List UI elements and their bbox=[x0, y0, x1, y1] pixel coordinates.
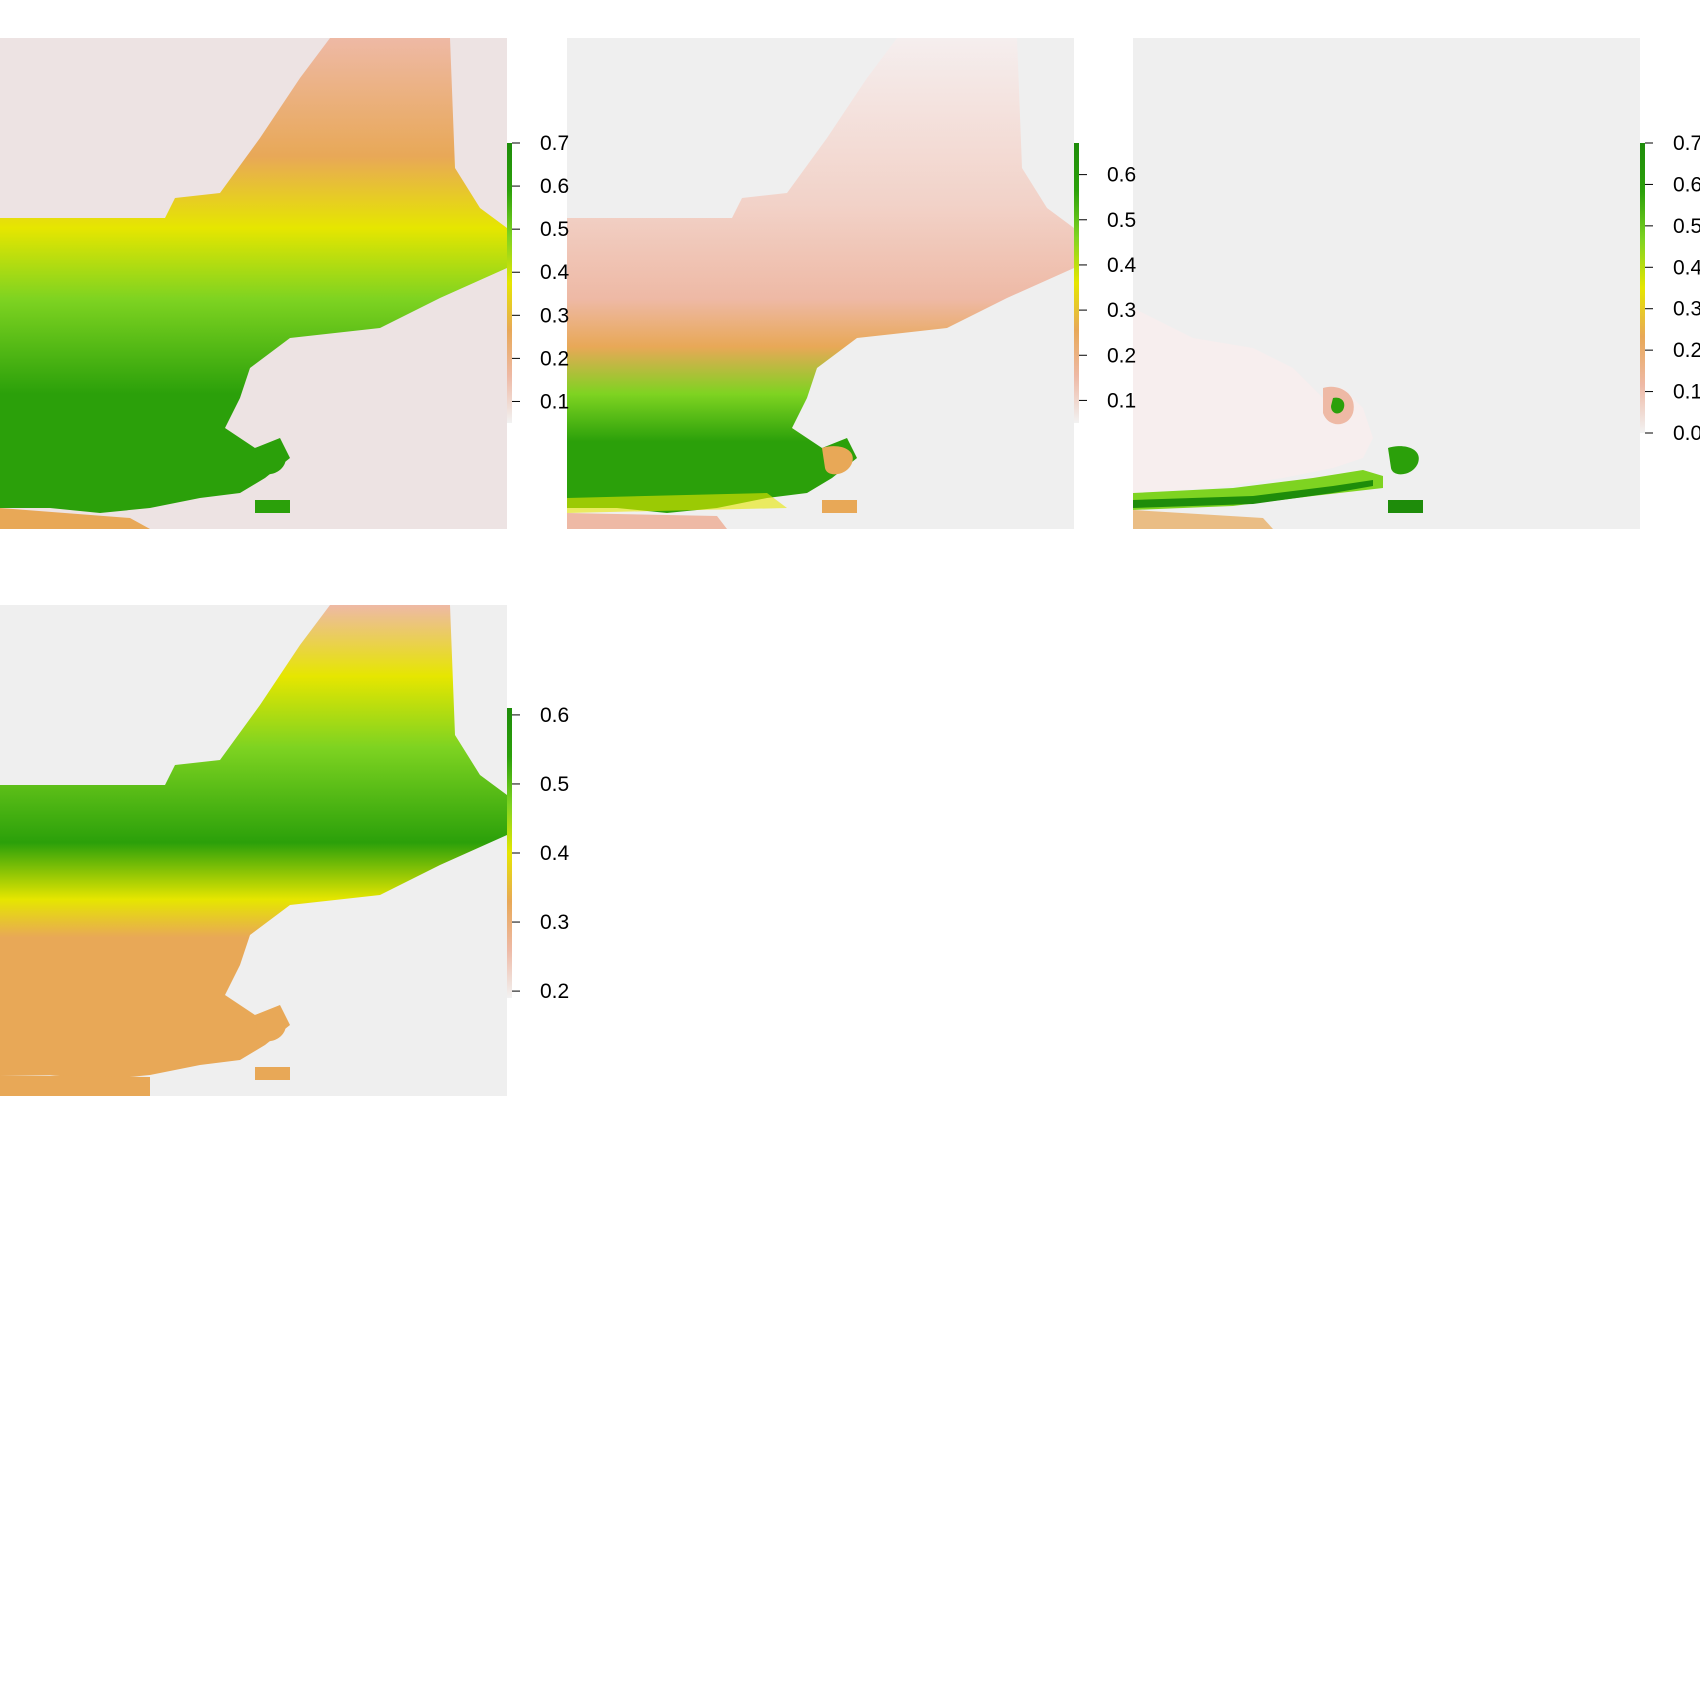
coast-strip bbox=[567, 493, 787, 513]
legend-tick-label: 0.3 bbox=[1107, 299, 1136, 322]
color-legend-3: 0.7 0.6 0.5 0.4 0.3 0.2 0.1 0.0 bbox=[1640, 132, 1700, 445]
coast-strip-lower bbox=[567, 513, 727, 529]
coast-strip bbox=[0, 1075, 150, 1096]
map-raster-2 bbox=[567, 38, 1074, 529]
coast-band-dark bbox=[1133, 480, 1373, 508]
map-panel-2 bbox=[567, 38, 1074, 529]
map-panel-4 bbox=[0, 605, 507, 1096]
map-raster-1 bbox=[0, 38, 507, 529]
legend-colorbar bbox=[1640, 143, 1645, 433]
island bbox=[255, 500, 290, 513]
map-panel-1 bbox=[0, 38, 507, 529]
legend-tick-label: 0.7 bbox=[1673, 132, 1700, 155]
legend-tick-label: 0.3 bbox=[1673, 298, 1700, 321]
land-region bbox=[0, 38, 507, 513]
legend-tick-label: 0.4 bbox=[1673, 256, 1700, 279]
legend-tick-label: 0.6 bbox=[1107, 164, 1136, 187]
legend-colorbar bbox=[1074, 143, 1079, 423]
legend-tick-label: 0.5 bbox=[540, 218, 569, 241]
legend-tick-label: 0.7 bbox=[540, 132, 569, 155]
color-legend-1: 0.7 0.6 0.5 0.4 0.3 0.2 0.1 bbox=[507, 132, 573, 430]
map-raster-4 bbox=[0, 605, 507, 1096]
legend-tick-label: 0.2 bbox=[540, 980, 569, 1003]
legend-tick-label: 0.6 bbox=[540, 175, 569, 198]
legend-svg-3: 0.7 0.6 0.5 0.4 0.3 0.2 0.1 0.0 bbox=[1640, 132, 1700, 445]
legend-tick-label: 0.4 bbox=[1107, 254, 1137, 277]
coast-strip-lower bbox=[1133, 510, 1273, 529]
cape-cod bbox=[255, 446, 286, 475]
legend-tick-label: 0.5 bbox=[1107, 209, 1136, 232]
legend-svg-1: 0.7 0.6 0.5 0.4 0.3 0.2 0.1 bbox=[507, 132, 570, 423]
legend-tick-label: 0.4 bbox=[540, 842, 570, 865]
land-region bbox=[567, 38, 1074, 513]
legend-tick-label: 0.2 bbox=[1673, 339, 1700, 362]
land-low-region bbox=[1133, 308, 1373, 493]
color-legend-2: 0.6 0.5 0.4 0.3 0.2 0.1 bbox=[1074, 140, 1140, 430]
legend-tick-label: 0.3 bbox=[540, 911, 569, 934]
cape-cod bbox=[822, 446, 853, 475]
cape-cod bbox=[1388, 446, 1419, 475]
legend-tick-label: 0.1 bbox=[1107, 389, 1136, 412]
legend-tick-label: 0.6 bbox=[540, 704, 569, 727]
legend-tick-label: 0.5 bbox=[540, 773, 569, 796]
legend-tick-label: 0.1 bbox=[1673, 381, 1700, 404]
map-panel-3 bbox=[1133, 38, 1640, 529]
island bbox=[822, 500, 857, 513]
legend-tick-label: 0.1 bbox=[540, 390, 569, 413]
legend-colorbar bbox=[507, 708, 512, 998]
legend-tick-label: 0.4 bbox=[540, 261, 570, 284]
cape-cod bbox=[255, 1013, 286, 1042]
land-region bbox=[0, 605, 507, 1080]
color-legend-4: 0.6 0.5 0.4 0.3 0.2 bbox=[507, 704, 573, 1005]
legend-colorbar bbox=[507, 143, 512, 423]
map-raster-3 bbox=[1133, 38, 1640, 529]
legend-svg-2: 0.6 0.5 0.4 0.3 0.2 0.1 bbox=[1074, 143, 1137, 423]
legend-tick-label: 0.2 bbox=[1107, 344, 1136, 367]
coast-strip bbox=[0, 508, 150, 529]
legend-svg-4: 0.6 0.5 0.4 0.3 0.2 bbox=[507, 704, 570, 1003]
legend-tick-label: 0.6 bbox=[1673, 173, 1700, 196]
island bbox=[255, 1067, 290, 1080]
inland-green bbox=[1331, 397, 1345, 414]
legend-tick-label: 0.5 bbox=[1673, 215, 1700, 238]
island bbox=[1388, 500, 1423, 513]
legend-tick-label: 0.3 bbox=[540, 304, 569, 327]
legend-tick-label: 0.0 bbox=[1673, 422, 1700, 445]
legend-tick-label: 0.2 bbox=[540, 347, 569, 370]
